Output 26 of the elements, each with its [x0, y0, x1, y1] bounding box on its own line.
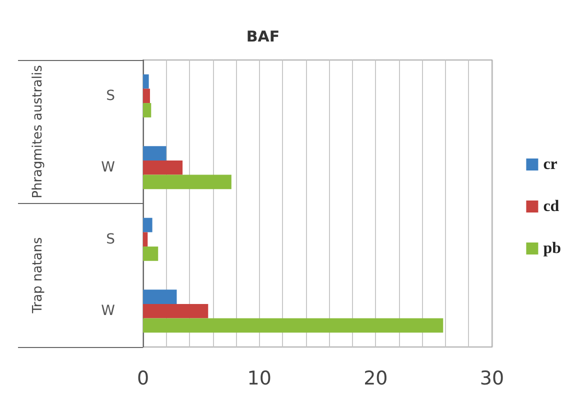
bar [143, 304, 208, 318]
bar [143, 160, 183, 175]
bar [143, 218, 152, 232]
x-tick-label: 0 [136, 368, 150, 390]
x-tick-label: 10 [247, 368, 272, 390]
bar [143, 103, 152, 118]
bar [143, 88, 150, 104]
bar [143, 290, 177, 304]
text: Trap natans [30, 237, 46, 314]
text: Phragmites australis [30, 64, 46, 198]
legend-label: pb [543, 240, 562, 257]
bar [143, 246, 158, 261]
legend-label: cd [543, 198, 560, 215]
bar [143, 232, 148, 247]
bar [143, 74, 149, 89]
bar [143, 174, 232, 190]
x-tick-label: 30 [480, 368, 504, 390]
bar [143, 318, 444, 333]
y-tick-label: S [106, 88, 116, 104]
chart-title: BAF [246, 28, 280, 46]
legend-label: cr [543, 156, 558, 173]
y-tick-label: S [106, 231, 116, 248]
y-tick-label: W [101, 303, 116, 320]
y-tick-label: W [101, 160, 116, 176]
bar [143, 146, 166, 160]
x-tick-label: 20 [364, 368, 388, 390]
